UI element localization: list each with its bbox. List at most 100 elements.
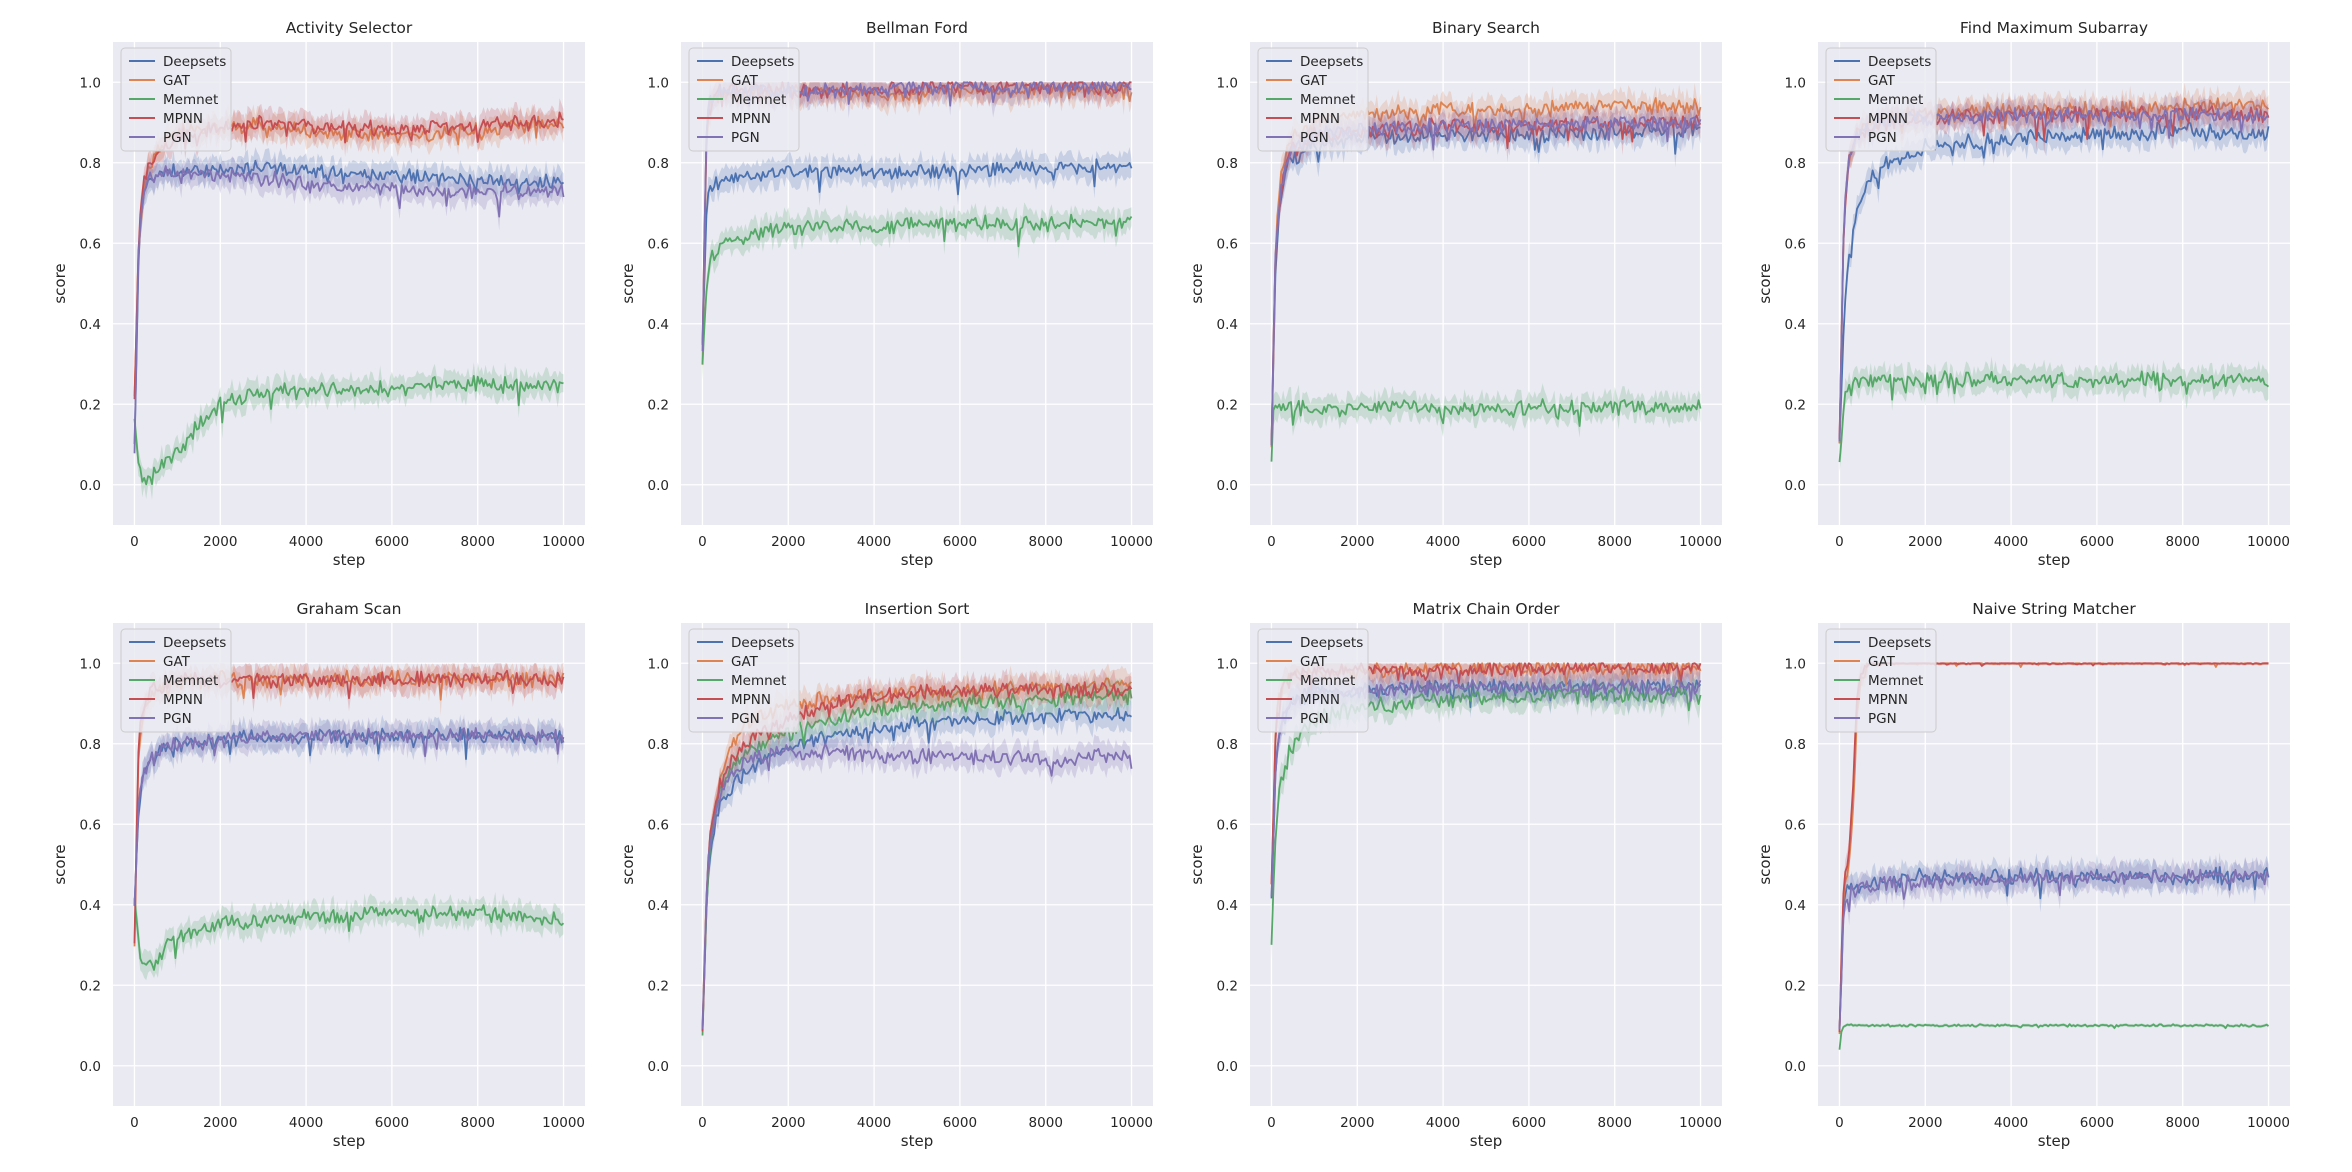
subplot-title: Find Maximum Subarray [1960, 19, 2148, 37]
x-tick-label: 8000 [1029, 534, 1063, 550]
x-tick-label: 8000 [2166, 534, 2200, 550]
x-tick-label: 8000 [461, 1115, 495, 1131]
subplot-binary-search: 0 2000 4000 6000 8000 10000 0.0 0.2 0.4 0.6 0.8 1.0… [1188, 19, 1722, 569]
y-tick-label: 0.6 [648, 236, 669, 252]
legend-label-mpnn: MPNN [1300, 692, 1340, 708]
legend-label-gat: GAT [1300, 654, 1328, 670]
x-axis-label: step [333, 551, 365, 569]
y-tick-label: 0.0 [1785, 1059, 1806, 1075]
y-tick-label: 0.2 [80, 978, 101, 994]
x-axis-label: step [1470, 1132, 1502, 1150]
x-tick-label: 4000 [1994, 534, 2028, 550]
legend-label-deepsets: Deepsets [1300, 635, 1363, 651]
x-tick-label: 2000 [203, 1115, 237, 1131]
legend-label-gat: GAT [1300, 73, 1328, 89]
y-tick-label: 0.4 [648, 898, 669, 914]
band-deepsets [134, 147, 564, 458]
x-tick-label: 2000 [203, 534, 237, 550]
x-axis-label: step [1470, 551, 1502, 569]
legend-label-deepsets: Deepsets [731, 54, 794, 70]
y-tick-label: 0.0 [648, 478, 669, 494]
subplot-title: Activity Selector [286, 19, 413, 37]
y-tick-label: 0.4 [80, 898, 101, 914]
y-tick-label: 0.2 [1217, 978, 1238, 994]
legend-label-mpnn: MPNN [163, 111, 203, 127]
legend-label-pgn: PGN [1300, 711, 1329, 727]
legend-box [1825, 47, 1937, 152]
legend-label-memnet: Memnet [1300, 92, 1355, 108]
legend-label-pgn: PGN [1868, 130, 1897, 146]
x-axis-label: step [333, 1132, 365, 1150]
x-tick-label: 6000 [1512, 534, 1546, 550]
y-tick-label: 1.0 [648, 656, 669, 672]
x-tick-label: 4000 [1426, 1115, 1460, 1131]
x-tick-label: 4000 [857, 534, 891, 550]
legend-box [1825, 628, 1937, 733]
legend-label-pgn: PGN [731, 711, 760, 727]
y-tick-label: 0.6 [80, 817, 101, 833]
x-tick-label: 0 [1267, 534, 1276, 550]
line-memnet [1270, 398, 1702, 462]
legend-box [688, 628, 800, 733]
y-axis-label: score [1756, 263, 1774, 303]
legend-label-deepsets: Deepsets [1868, 635, 1931, 651]
legend-box [1257, 47, 1369, 152]
y-tick-label: 0.0 [648, 1059, 669, 1075]
legend-label-gat: GAT [731, 73, 759, 89]
x-tick-label: 0 [1835, 1115, 1844, 1131]
band-deepsets [702, 147, 1132, 355]
y-axis-label: score [619, 844, 637, 884]
y-axis-label: score [51, 844, 69, 884]
legend-label-pgn: PGN [731, 130, 760, 146]
y-tick-label: 1.0 [648, 75, 669, 91]
legend: Deepsets GAT Memnet MPNN PGN [1257, 628, 1369, 733]
y-tick-label: 0.8 [1785, 737, 1806, 753]
x-tick-label: 2000 [1908, 1115, 1942, 1131]
legend: Deepsets GAT Memnet MPNN PGN [120, 628, 232, 733]
x-tick-label: 10000 [1110, 534, 1153, 550]
legend-label-pgn: PGN [163, 130, 192, 146]
legend-label-pgn: PGN [1300, 130, 1329, 146]
line-memnet [133, 898, 565, 971]
x-tick-label: 8000 [2166, 1115, 2200, 1131]
legend-label-mpnn: MPNN [1868, 692, 1908, 708]
y-tick-label: 0.0 [1785, 478, 1806, 494]
x-tick-label: 0 [1267, 1115, 1276, 1131]
x-tick-label: 2000 [1340, 534, 1374, 550]
legend-label-memnet: Memnet [1300, 673, 1355, 689]
x-tick-label: 0 [130, 1115, 139, 1131]
legend-label-memnet: Memnet [731, 92, 786, 108]
y-tick-label: 1.0 [1217, 75, 1238, 91]
x-tick-label: 4000 [289, 1115, 323, 1131]
legend-label-mpnn: MPNN [163, 692, 203, 708]
y-tick-label: 0.2 [648, 397, 669, 413]
y-tick-label: 0.4 [648, 317, 669, 333]
y-tick-label: 0.0 [80, 478, 101, 494]
legend: Deepsets GAT Memnet MPNN PGN [1825, 628, 1937, 733]
x-tick-label: 6000 [1512, 1115, 1546, 1131]
x-tick-label: 8000 [1598, 1115, 1632, 1131]
band-mpnn [702, 668, 1132, 1042]
line-pgn [133, 165, 565, 454]
x-tick-label: 8000 [461, 534, 495, 550]
legend-label-deepsets: Deepsets [731, 635, 794, 651]
legend-label-deepsets: Deepsets [163, 635, 226, 651]
band-memnet [1271, 672, 1701, 961]
y-tick-label: 0.2 [648, 978, 669, 994]
y-tick-label: 0.6 [1785, 236, 1806, 252]
y-tick-label: 0.2 [1785, 978, 1806, 994]
legend-label-pgn: PGN [163, 711, 192, 727]
subplot-title: Binary Search [1432, 19, 1540, 37]
band-deepsets [1839, 852, 2269, 1039]
y-axis-label: score [1188, 844, 1206, 884]
y-tick-label: 1.0 [1785, 656, 1806, 672]
legend-box [688, 47, 800, 152]
y-tick-label: 1.0 [1217, 656, 1238, 672]
y-tick-label: 0.4 [80, 317, 101, 333]
legend-label-mpnn: MPNN [731, 692, 771, 708]
y-tick-label: 0.4 [1785, 317, 1806, 333]
x-tick-label: 8000 [1029, 1115, 1063, 1131]
x-axis-label: step [901, 1132, 933, 1150]
band-pgn [134, 153, 564, 469]
